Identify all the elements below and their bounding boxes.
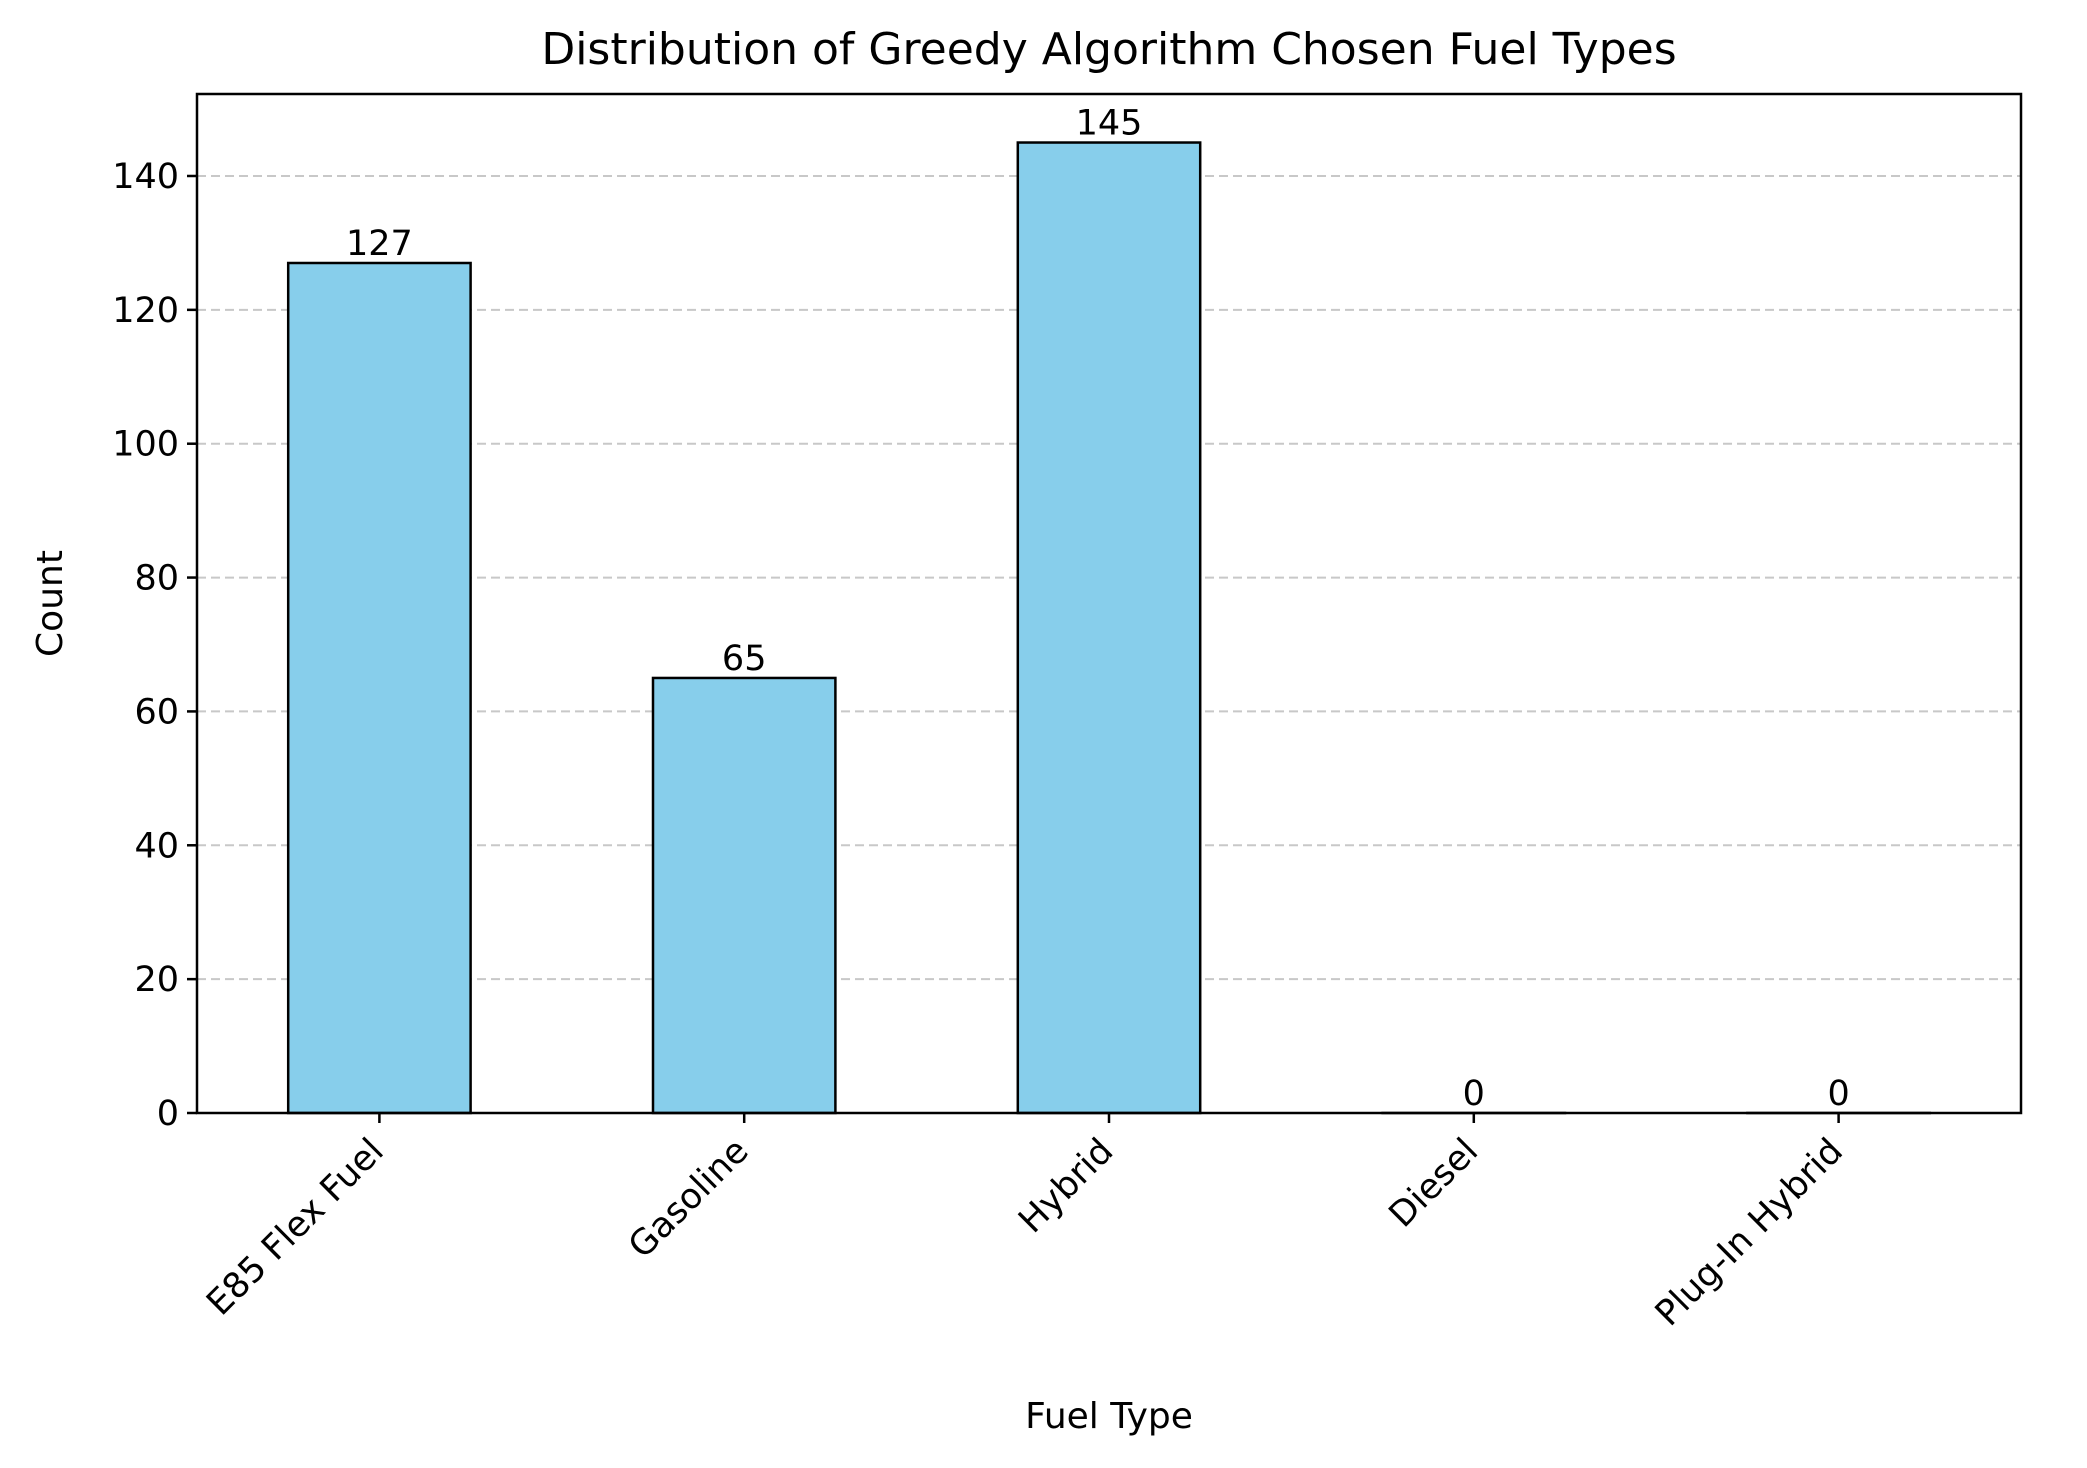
y-axis-label: Count — [30, 550, 71, 657]
y-tick-label-60: 60 — [134, 692, 179, 732]
x-tick-label-3: Diesel — [1382, 1131, 1486, 1235]
bar-2 — [1016, 141, 1202, 1115]
x-tick-label-0: E85 Flex Fuel — [199, 1131, 391, 1323]
y-tick-label-120: 120 — [112, 291, 179, 331]
x-axis-label: Fuel Type — [1025, 1396, 1193, 1437]
x-tick-label-4: Plug-In Hybrid — [1648, 1131, 1851, 1334]
bar-1 — [651, 676, 837, 1115]
x-tick-label-1: Gasoline — [621, 1131, 756, 1266]
bars — [286, 141, 1932, 1115]
y-tick-label-80: 80 — [134, 559, 179, 599]
y-tick-label-100: 100 — [112, 425, 179, 465]
value-label-1: 65 — [722, 639, 767, 679]
x-tick-label-2: Hybrid — [1011, 1131, 1121, 1241]
bar-0 — [286, 261, 472, 1115]
value-label-3: 0 — [1463, 1074, 1485, 1114]
y-tick-label-0: 0 — [157, 1094, 179, 1134]
y-axis-ticks: 0 20 40 60 80 100 120 140 — [112, 157, 197, 1134]
y-tick-label-20: 20 — [134, 960, 179, 1000]
y-tick-label-40: 40 — [134, 826, 179, 866]
x-axis-ticks: E85 Flex Fuel Gasoline Hybrid Diesel Plug-In… — [199, 1113, 1851, 1334]
value-label-4: 0 — [1827, 1074, 1849, 1114]
value-label-2: 145 — [1076, 104, 1143, 144]
y-tick-label-140: 140 — [112, 157, 179, 197]
value-labels: 127 65 145 0 0 — [346, 104, 1850, 1114]
value-label-0: 127 — [346, 224, 413, 264]
chart-title: Distribution of Greedy Algorithm Chosen … — [541, 24, 1676, 75]
